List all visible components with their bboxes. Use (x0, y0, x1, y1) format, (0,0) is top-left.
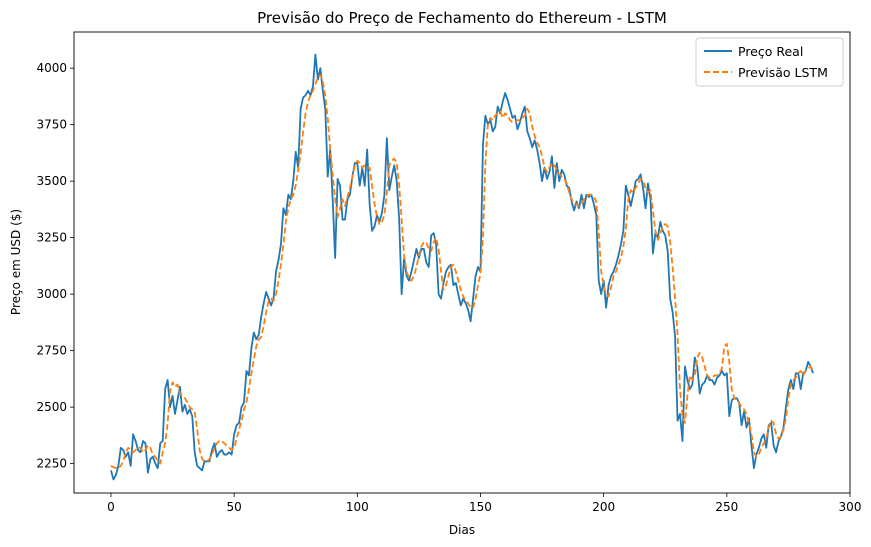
x-axis-ticks: 0 50 100 150 200 250 300 (107, 493, 861, 514)
plot-frame (73, 31, 851, 494)
legend: Preço Real Previsão LSTM (695, 37, 844, 87)
x-tick-label: 100 (346, 500, 369, 514)
x-tick-label: 250 (715, 500, 738, 514)
x-tick-label: 150 (469, 500, 492, 514)
y-tick-label: 3750 (36, 118, 67, 132)
x-tick-label: 50 (226, 500, 241, 514)
y-tick-label: 4000 (36, 61, 67, 75)
y-axis-label: Preço em USD ($) (9, 209, 23, 315)
y-tick-label: 2500 (36, 400, 67, 414)
y-tick-label: 2250 (36, 457, 67, 471)
chart-title: Previsão do Preço de Fechamento do Ether… (257, 9, 667, 27)
y-tick-label: 3000 (36, 287, 67, 301)
y-tick-label: 2750 (36, 344, 67, 358)
x-tick-label: 0 (107, 500, 115, 514)
legend-label-real: Preço Real (738, 44, 803, 59)
x-tick-label: 200 (592, 500, 615, 514)
x-tick-label: 300 (839, 500, 862, 514)
legend-box (695, 37, 844, 87)
y-axis-ticks: 2250 2500 2750 3000 3250 3500 3750 4000 (36, 61, 74, 471)
y-tick-label: 3250 (36, 231, 67, 245)
y-tick-label: 3500 (36, 174, 67, 188)
series-layer (110, 53, 814, 481)
x-axis-label: Dias (449, 523, 475, 537)
legend-label-lstm: Previsão LSTM (738, 65, 828, 80)
